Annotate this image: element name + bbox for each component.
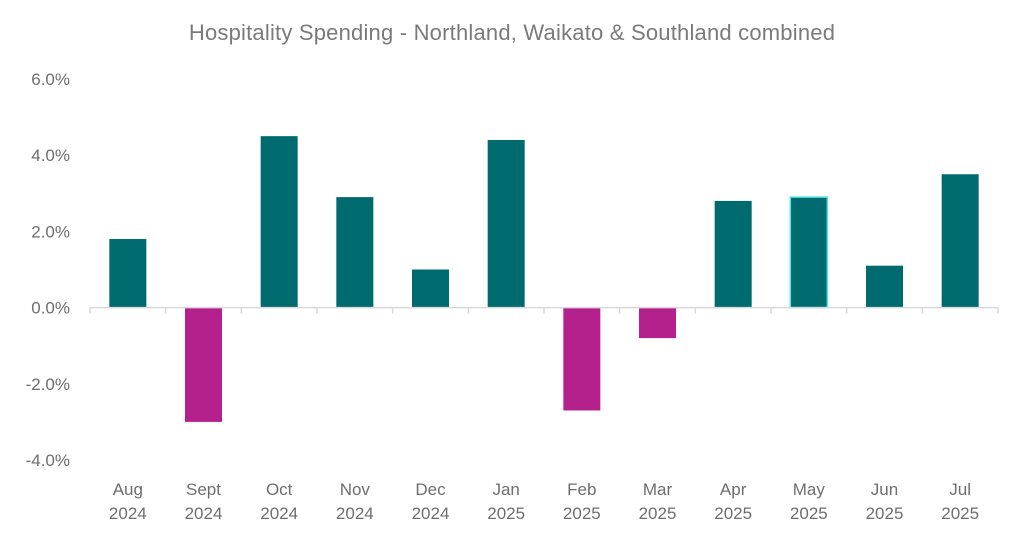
bar (109, 239, 147, 308)
x-tick-label-year: 2024 (185, 504, 223, 523)
x-tick-label-year: 2025 (639, 504, 677, 523)
x-tick-label-year: 2025 (714, 504, 752, 523)
y-tick-label: -2.0% (26, 375, 70, 394)
x-tick-label-month: Aug (113, 480, 143, 499)
x-tick-label-month: Nov (340, 480, 371, 499)
x-tick-label-month: Apr (720, 480, 747, 499)
bar (412, 269, 449, 308)
bar (639, 307, 676, 339)
bar (336, 197, 374, 308)
bar (714, 200, 752, 308)
bar (487, 139, 525, 308)
bar (185, 307, 222, 422)
y-tick-label: 0.0% (31, 299, 70, 318)
bar (941, 174, 979, 308)
y-tick-label: 2.0% (31, 222, 70, 241)
x-tick-label-year: 2025 (563, 504, 601, 523)
bars (109, 136, 979, 422)
x-tick-label-year: 2024 (412, 504, 450, 523)
x-tick-label-month: Jun (871, 480, 898, 499)
x-tick-label-year: 2025 (487, 504, 525, 523)
x-axis (89, 306, 999, 314)
x-tick-label-month: Jan (492, 480, 519, 499)
x-tick-label-year: 2025 (790, 504, 828, 523)
y-tick-label: 6.0% (31, 70, 70, 89)
y-axis-ticks: 6.0% 4.0% 2.0% 0.0% -2.0% -4.0% (26, 70, 70, 470)
x-axis-ticks: Aug 2024 Sept 2024 Oct 2024 Nov 2024 Dec 2024 Jan 2… (109, 480, 979, 523)
x-tick-label-year: 2024 (260, 504, 298, 523)
bar-highlighted (789, 196, 829, 309)
chart-title: Hospitality Spending - Northland, Waikat… (188, 20, 836, 45)
x-tick-label-month: Sept (186, 480, 221, 499)
y-tick-label: 4.0% (31, 146, 70, 165)
x-tick-label-year: 2024 (336, 504, 374, 523)
bar (866, 265, 903, 308)
x-tick-label-month: Feb (567, 480, 596, 499)
bar (260, 136, 298, 308)
x-tick-label-month: May (793, 480, 826, 499)
y-tick-label: -4.0% (26, 451, 70, 470)
bar (563, 307, 601, 411)
x-tick-label-year: 2024 (109, 504, 147, 523)
x-tick-label-month: Oct (266, 480, 293, 499)
x-tick-label-year: 2025 (941, 504, 979, 523)
x-tick-label-month: Mar (643, 480, 673, 499)
x-tick-label-month: Dec (415, 480, 446, 499)
x-tick-label-year: 2025 (866, 504, 904, 523)
x-tick-label-month: Jul (949, 480, 971, 499)
